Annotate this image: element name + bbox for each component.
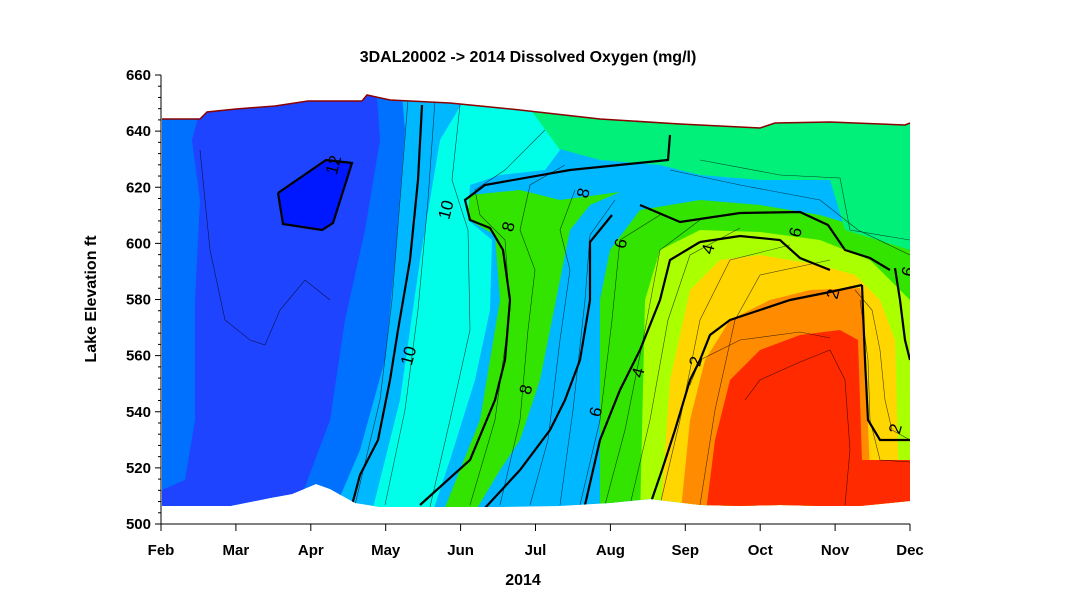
y-tick-label: 600 xyxy=(126,235,151,252)
x-tick-label: Jun xyxy=(447,542,474,559)
y-tick-label: 540 xyxy=(126,404,151,421)
water-surface-line xyxy=(162,94,911,129)
x-tick-label: Oct xyxy=(748,542,773,559)
x-tick-label: Aug xyxy=(596,542,625,559)
y-tick-label: 640 xyxy=(126,123,151,140)
y-tick-label: 560 xyxy=(126,348,151,365)
contour-label: 8 xyxy=(498,220,519,234)
x-axis-label: 2014 xyxy=(505,572,541,589)
x-tick-label: May xyxy=(371,542,401,559)
y-tick-label: 500 xyxy=(126,516,151,533)
contour-label: 12 xyxy=(322,153,345,176)
x-tick-label: Nov xyxy=(821,542,850,559)
contour-label: 2 xyxy=(885,422,906,436)
contour-label: 2 xyxy=(685,354,706,368)
x-tick-label: Sep xyxy=(672,542,700,559)
contour-label: 10 xyxy=(434,198,457,221)
x-tick-label: Dec xyxy=(896,542,924,559)
x-tick-label: Apr xyxy=(298,542,324,559)
contour-label: 6 xyxy=(898,265,919,279)
y-tick-label: 620 xyxy=(126,179,151,196)
contour-label: 10 xyxy=(397,344,420,367)
contour-label: 4 xyxy=(628,366,649,380)
x-axis-ticks: Feb Mar Apr May Jun Jul Aug Sep Oct Nov Dec xyxy=(148,524,924,559)
y-tick-label: 580 xyxy=(126,292,151,309)
y-axis-ticks: 500 520 540 560 580 600 620 640 660 xyxy=(126,67,161,533)
y-axis-label: Lake Elevation ft xyxy=(83,235,100,363)
chart-title: 3DAL20002 -> 2014 Dissolved Oxygen (mg/l… xyxy=(360,49,697,66)
x-tick-label: Mar xyxy=(223,542,250,559)
x-tick-label: Feb xyxy=(148,542,175,559)
x-tick-label: Jul xyxy=(525,542,547,559)
y-tick-label: 660 xyxy=(126,67,151,84)
y-tick-label: 520 xyxy=(126,460,151,477)
contour-label: 4 xyxy=(698,242,719,256)
